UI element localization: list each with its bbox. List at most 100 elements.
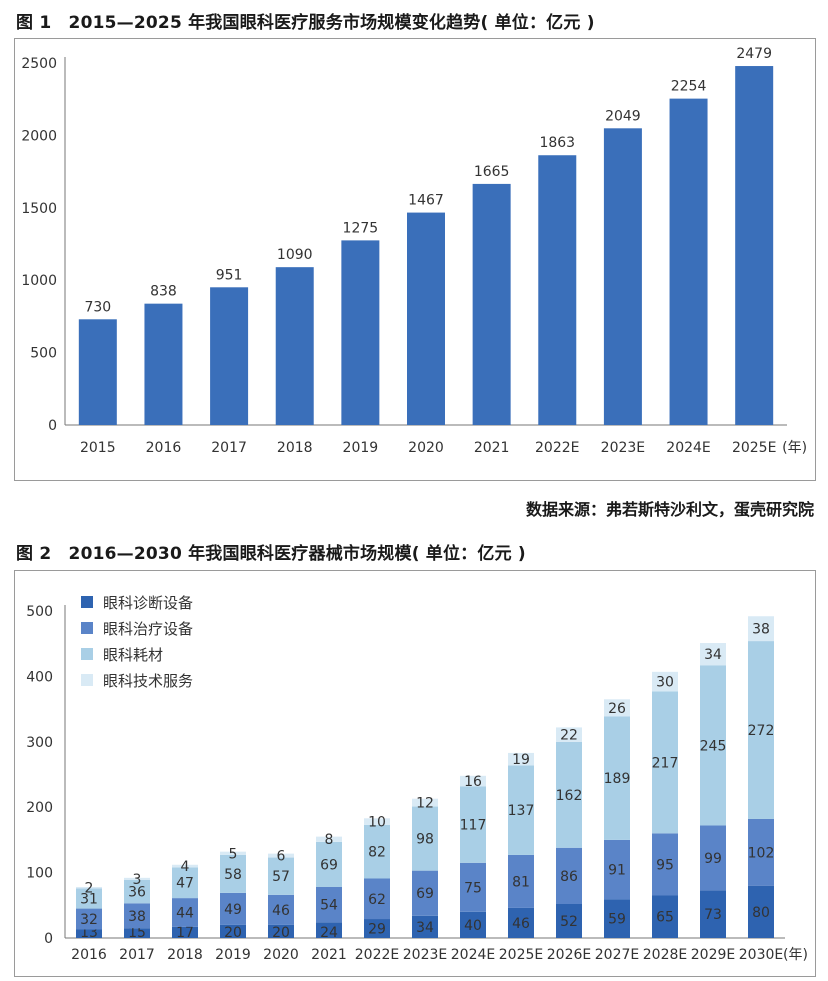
segment-value-label: 10 <box>368 815 386 831</box>
stack-segment <box>76 908 102 930</box>
figure1-panel: 0 500 1000 1500 2000 2500 730 2015 838 2016 951 201… <box>14 38 816 481</box>
segment-value-label: 82 <box>368 845 386 861</box>
segment-value-label: 58 <box>224 867 242 883</box>
x-tick-label: 2025E <box>732 440 776 456</box>
bar <box>341 240 380 425</box>
segment-value-label: 245 <box>700 738 727 754</box>
segment-value-label: 57 <box>272 869 290 885</box>
x-unit-label: (年) <box>783 947 808 963</box>
x-tick-label: 2026E <box>547 947 591 963</box>
stack-segment <box>460 911 486 938</box>
stack-segment <box>268 857 294 895</box>
y-tick-label: 0 <box>48 418 57 434</box>
y-tick-label: 1500 <box>21 201 57 217</box>
segment-value-label: 117 <box>460 818 487 834</box>
segment-value-label: 46 <box>272 903 290 919</box>
stack-segment <box>556 903 582 938</box>
x-tick-label: 2016 <box>71 947 107 963</box>
y-tick-label: 0 <box>44 931 53 947</box>
segment-value-label: 31 <box>80 891 98 907</box>
segment-value-label: 24 <box>320 925 338 941</box>
legend-swatch-treatment <box>81 622 93 634</box>
x-tick-label: 2020 <box>263 947 299 963</box>
bar-value-label: 2254 <box>671 79 707 95</box>
segment-value-label: 49 <box>224 902 242 918</box>
segment-value-label: 34 <box>416 920 434 936</box>
segment-value-label: 54 <box>320 898 338 914</box>
stack-segment <box>124 903 150 929</box>
y-tick-label: 500 <box>30 346 57 362</box>
segment-value-label: 40 <box>464 918 482 934</box>
bar-value-label: 1863 <box>539 135 575 151</box>
stack-segment <box>220 854 246 893</box>
segment-value-label: 69 <box>416 886 434 902</box>
bar-value-label: 2049 <box>605 108 641 124</box>
x-tick-label: 2021 <box>474 440 510 456</box>
segment-value-label: 73 <box>704 907 722 923</box>
stack-segment <box>172 864 198 868</box>
legend-label: 眼科耗材 <box>103 645 164 664</box>
bar-value-label: 1275 <box>343 220 379 236</box>
stack-segment <box>412 798 438 807</box>
figure2-title: 图 2 2016—2030 年我国眼科医疗器械市场规模( 单位：亿元 ) <box>16 544 526 564</box>
stack-segment <box>364 818 390 825</box>
segment-value-label: 81 <box>512 874 530 890</box>
segment-value-label: 189 <box>604 771 631 787</box>
stack-segment <box>556 727 582 742</box>
stack-segment <box>316 841 342 887</box>
stack-segment <box>268 894 294 925</box>
x-tick-label: 2017 <box>211 440 247 456</box>
segment-value-label: 62 <box>368 892 386 908</box>
bar-value-label: 1090 <box>277 247 313 263</box>
bar <box>472 183 511 425</box>
stack-segment <box>220 851 246 855</box>
stack-segment <box>652 833 678 896</box>
bar <box>210 287 249 425</box>
segment-value-label: 98 <box>416 832 434 848</box>
y-tick-label: 1000 <box>21 273 57 289</box>
segment-value-label: 75 <box>464 880 482 896</box>
segment-value-label: 2 <box>85 881 94 897</box>
segment-value-label: 102 <box>748 845 775 861</box>
legend-label: 眼科诊断设备 <box>103 593 194 612</box>
segment-value-label: 69 <box>320 857 338 873</box>
bar <box>538 155 577 425</box>
segment-value-label: 217 <box>652 755 679 771</box>
x-tick-label: 2024E <box>451 947 495 963</box>
stack-segment <box>268 853 294 858</box>
stack-segment <box>748 641 774 819</box>
x-tick-label: 2018 <box>277 440 313 456</box>
stack-segment <box>412 915 438 938</box>
x-tick-label: 2023E <box>403 947 447 963</box>
stack-segment <box>460 775 486 787</box>
stack-segment <box>76 929 102 938</box>
stack-segment <box>172 867 198 899</box>
segment-value-label: 17 <box>176 925 194 941</box>
stack-segment <box>652 671 678 692</box>
segment-value-label: 15 <box>128 925 146 941</box>
stack-segment <box>316 922 342 938</box>
segment-value-label: 38 <box>752 622 770 638</box>
segment-value-label: 52 <box>560 914 578 930</box>
segment-value-label: 38 <box>128 909 146 925</box>
x-tick-label: 2027E <box>595 947 639 963</box>
segment-value-label: 22 <box>560 728 578 744</box>
bar <box>669 98 708 426</box>
x-tick-label: 2017 <box>119 947 155 963</box>
stack-segment <box>220 892 246 925</box>
bar <box>735 66 774 425</box>
stack-segment <box>76 886 102 889</box>
segment-value-label: 86 <box>560 869 578 885</box>
bar <box>144 303 183 425</box>
stack-segment <box>652 691 678 834</box>
bar <box>275 267 314 425</box>
figure2-legend: 眼科诊断设备 眼科治疗设备 眼科耗材 眼科技术服务 <box>81 589 193 693</box>
segment-value-label: 44 <box>176 905 194 921</box>
bar <box>407 212 445 425</box>
x-tick-label: 2023E <box>601 440 645 456</box>
stack-segment <box>508 854 534 908</box>
x-tick-label: 2025E <box>499 947 543 963</box>
stack-segment <box>124 928 150 938</box>
stack-segment <box>76 888 102 909</box>
segment-value-label: 91 <box>608 863 626 879</box>
